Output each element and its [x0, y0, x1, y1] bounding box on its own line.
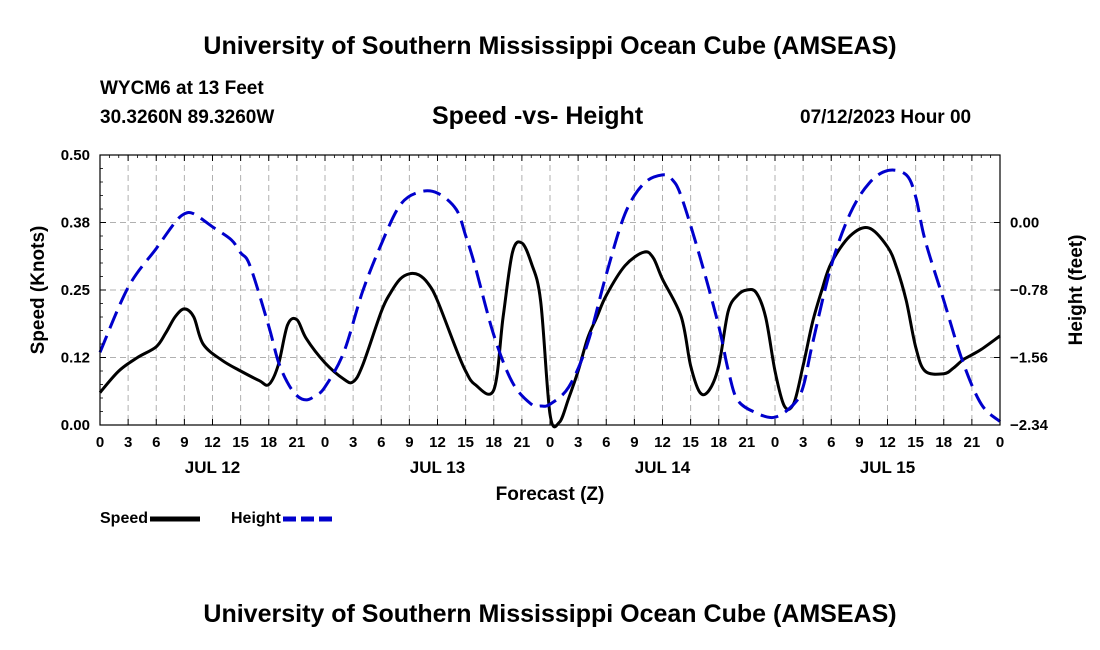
legend-height-label: Height [231, 510, 281, 527]
x-tick-label: 3 [349, 434, 357, 451]
x-tick-label: 3 [124, 434, 132, 451]
y-tick-label-right: 0.00 [1010, 215, 1039, 232]
x-tick-label: 21 [289, 434, 306, 451]
chart-canvas: 0 3 6 9 12 15 18 21 0 3 6 9 12 15 18 21 0 3 6 9 12 15 18 21 0 3 6 9… [28, 147, 1087, 505]
x-tick-label: 9 [405, 434, 413, 451]
x-tick-label: 0 [321, 434, 329, 451]
x-tick-label: 12 [654, 434, 671, 451]
y-tick-label-left: 0.25 [61, 282, 90, 299]
x-tick-label: 15 [682, 434, 699, 451]
chart-subtitle: Speed -vs- Height [432, 102, 644, 130]
x-tick-label: 3 [574, 434, 582, 451]
legend-height-swatch [282, 516, 333, 522]
x-tick-label: 15 [457, 434, 474, 451]
x-tick-label: 18 [710, 434, 727, 451]
y-tick-label-left: 0.00 [61, 417, 90, 434]
chart-main-title: University of Southern Mississippi Ocean… [203, 32, 897, 60]
station-label: WYCM6 at 13 Feet [100, 78, 264, 99]
x-tick-label: 6 [827, 434, 835, 451]
x-tick-label: 6 [602, 434, 610, 451]
x-tick-label: 21 [514, 434, 531, 451]
x-tick-label: 0 [96, 434, 104, 451]
y-tick-label-left: 0.12 [61, 350, 90, 367]
y-tick-label-right: −1.56 [1010, 350, 1048, 367]
x-tick-label: 9 [855, 434, 863, 451]
x-axis-label: Forecast (Z) [496, 484, 605, 505]
legend-speed: Speed [100, 510, 202, 528]
ticks: 0 3 6 9 12 15 18 21 0 3 6 9 12 15 18 21 0 3 6 9 12 15 18 21 0 3 6 9… [61, 147, 1049, 477]
x-tick-label: 18 [485, 434, 502, 451]
coordinates-label: 30.3260N 89.3260W [100, 107, 275, 128]
x-tick-label: 9 [180, 434, 188, 451]
day-label: JUL 13 [410, 458, 465, 477]
day-label: JUL 14 [635, 458, 691, 477]
x-tick-label: 21 [964, 434, 981, 451]
y-tick-label-left: 0.38 [61, 215, 90, 232]
day-label: JUL 12 [185, 458, 240, 477]
legend-height: Height [231, 510, 335, 528]
series-layer [98, 168, 1002, 429]
x-tick-label: 3 [799, 434, 807, 451]
grid [100, 155, 1000, 426]
x-tick-label: 0 [771, 434, 779, 451]
x-tick-label: 0 [996, 434, 1004, 451]
x-tick-label: 12 [204, 434, 221, 451]
legend-speed-swatch [150, 516, 201, 522]
forecast-datetime: 07/12/2023 Hour 00 [800, 107, 972, 128]
y-axis-label-right: Height (feet) [1066, 235, 1087, 346]
x-tick-label: 18 [935, 434, 952, 451]
x-tick-label: 0 [546, 434, 554, 451]
y-tick-label-right: −2.34 [1010, 417, 1049, 434]
day-label: JUL 15 [860, 458, 915, 477]
y-tick-label-right: −0.78 [1010, 282, 1048, 299]
x-tick-label: 21 [739, 434, 756, 451]
y-axis-label-left: Speed (Knots) [28, 226, 49, 355]
footer-title: University of Southern Mississippi Ocean… [203, 600, 897, 628]
x-tick-label: 12 [879, 434, 896, 451]
y-tick-label-left: 0.50 [61, 147, 90, 164]
x-tick-label: 18 [260, 434, 277, 451]
x-tick-label: 12 [429, 434, 446, 451]
x-tick-label: 6 [377, 434, 385, 451]
x-tick-label: 15 [907, 434, 924, 451]
x-tick-label: 15 [232, 434, 249, 451]
height-series-line [98, 168, 1002, 423]
x-tick-label: 9 [630, 434, 638, 451]
x-tick-label: 6 [152, 434, 160, 451]
legend-speed-label: Speed [100, 510, 149, 527]
